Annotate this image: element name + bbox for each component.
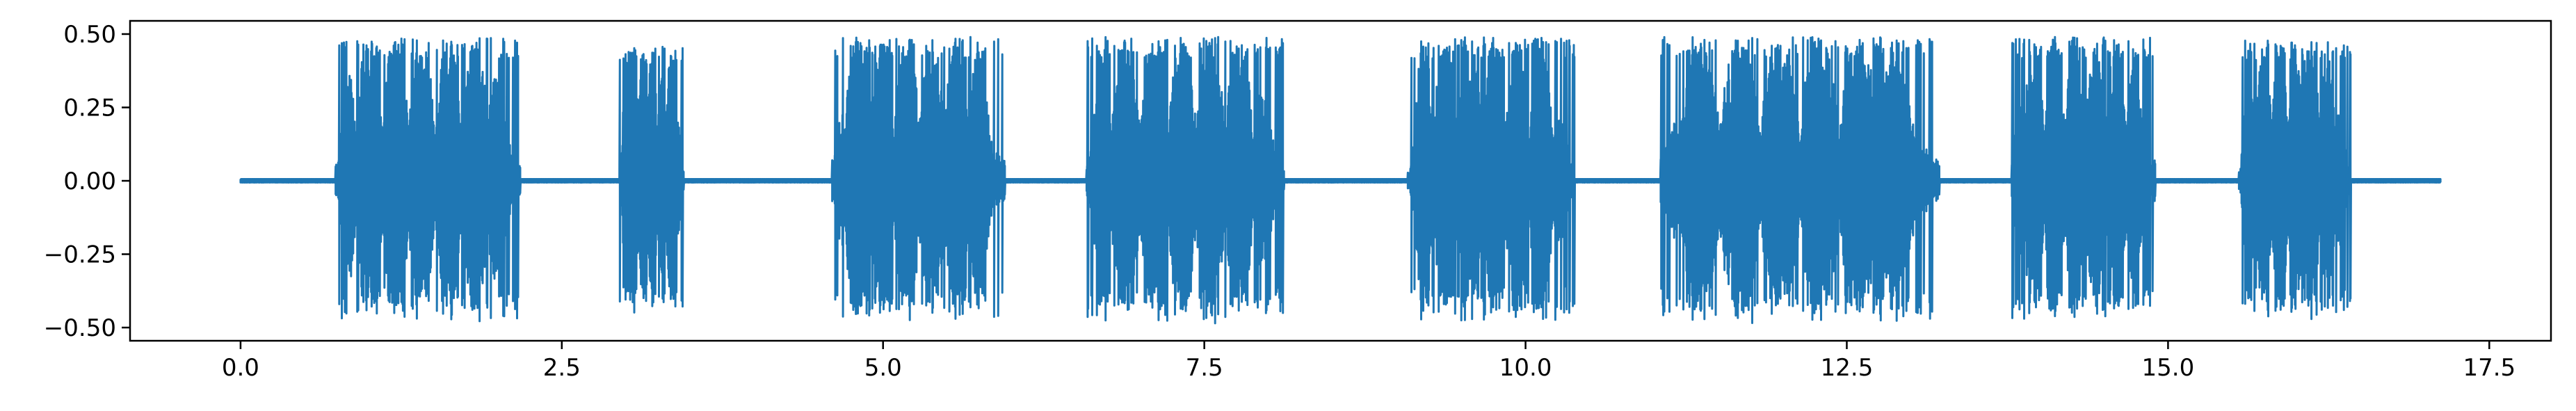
y-tick-label: 0.00: [63, 168, 116, 195]
y-axis: 0.50 0.25 0.00 −0.25 −0.50: [44, 21, 130, 342]
x-axis: 0.0 2.5 5.0 7.5 10.0 12.5 15.0 17.5: [222, 341, 2515, 382]
y-tick-label: −0.25: [44, 241, 116, 269]
x-tick-label: 10.0: [1499, 354, 1552, 382]
x-tick-label: 5.0: [864, 354, 902, 382]
y-tick-label: −0.50: [44, 314, 116, 342]
x-tick-label: 7.5: [1186, 354, 1223, 382]
x-tick-label: 12.5: [1821, 354, 1874, 382]
x-tick-label: 0.0: [222, 354, 259, 382]
x-tick-label: 15.0: [2142, 354, 2195, 382]
x-tick-label: 2.5: [543, 354, 581, 382]
y-tick-label: 0.25: [63, 94, 116, 122]
y-tick-label: 0.50: [63, 21, 116, 49]
x-tick-label: 17.5: [2463, 354, 2515, 382]
series-layer: [239, 35, 2442, 325]
waveform-series-line: [239, 35, 2442, 325]
